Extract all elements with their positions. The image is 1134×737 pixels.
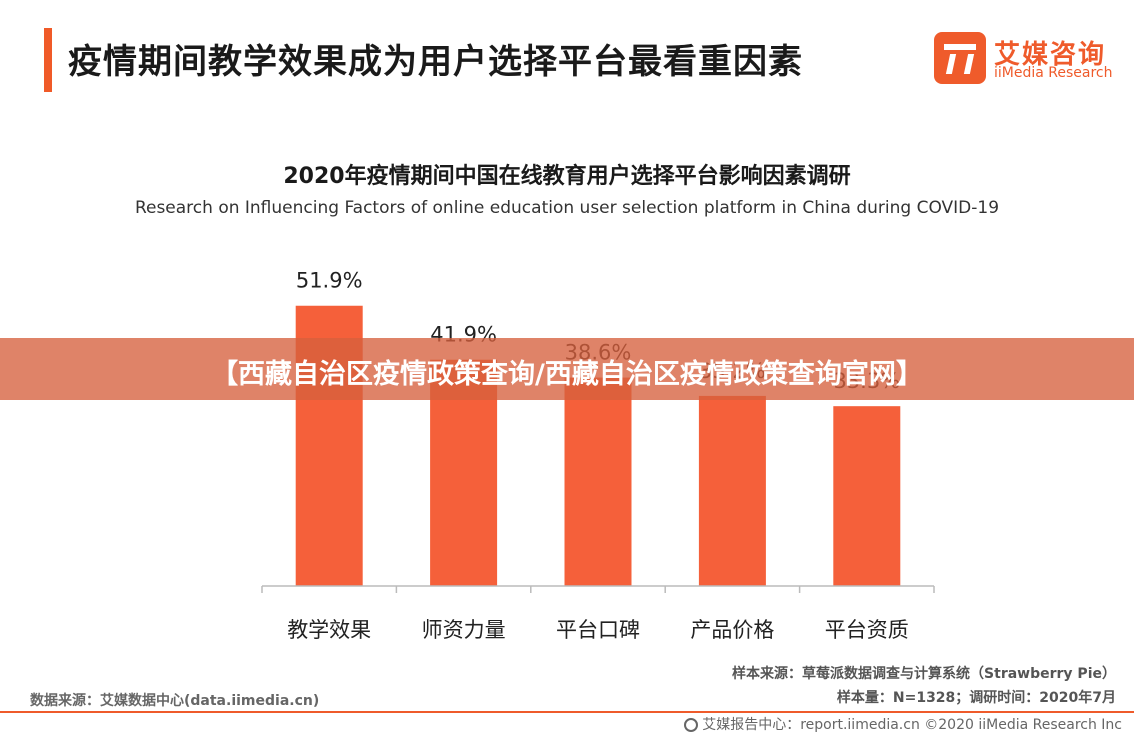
globe-icon bbox=[684, 718, 699, 732]
overlay-banner: 【西藏自治区疫情政策查询/西藏自治区疫情政策查询官网】 bbox=[0, 338, 1134, 400]
footer-divider bbox=[0, 711, 1134, 713]
page-title: 疫情期间教学效果成为用户选择平台最看重因素 bbox=[68, 42, 803, 82]
overlay-banner-text: 【西藏自治区疫情政策查询/西藏自治区疫情政策查询官网】 bbox=[211, 359, 923, 390]
bar-3 bbox=[564, 377, 632, 586]
category-label-3: 平台口碑 bbox=[556, 618, 640, 642]
sample-size: 样本量：N=1328；调研时间：2020年7月 bbox=[836, 690, 1116, 706]
iimedia-logo: 艾媒咨询 iiMedia Research bbox=[934, 32, 1114, 86]
bar-5 bbox=[833, 406, 901, 586]
logo-name-cn: 艾媒咨询 bbox=[994, 40, 1107, 70]
chart-subtitle: Research on Influencing Factors of onlin… bbox=[134, 198, 1000, 218]
logo-name-en: iiMedia Research bbox=[994, 65, 1113, 81]
sample-source: 样本来源：草莓派数据调查与计算系统（Strawberry Pie） bbox=[732, 666, 1116, 682]
footer-text: 艾媒报告中心：report.iimedia.cn ©2020 iiMedia R… bbox=[702, 717, 1122, 733]
category-label-1: 教学效果 bbox=[287, 618, 371, 642]
data-label-1: 51.9% bbox=[296, 269, 363, 293]
bar-4 bbox=[698, 395, 766, 586]
category-label-5: 平台资质 bbox=[825, 618, 909, 642]
iimedia-logo-icon bbox=[934, 32, 986, 84]
footer: 艾媒报告中心：report.iimedia.cn ©2020 iiMedia R… bbox=[684, 714, 1122, 734]
category-label-4: 产品价格 bbox=[690, 618, 774, 642]
data-source: 数据来源：艾媒数据中心(data.iimedia.cn) bbox=[30, 693, 320, 709]
title-accent-bar bbox=[44, 28, 52, 92]
category-label-2: 师资力量 bbox=[422, 618, 506, 642]
chart-title: 2020年疫情期间中国在线教育用户选择平台影响因素调研 bbox=[283, 164, 851, 189]
